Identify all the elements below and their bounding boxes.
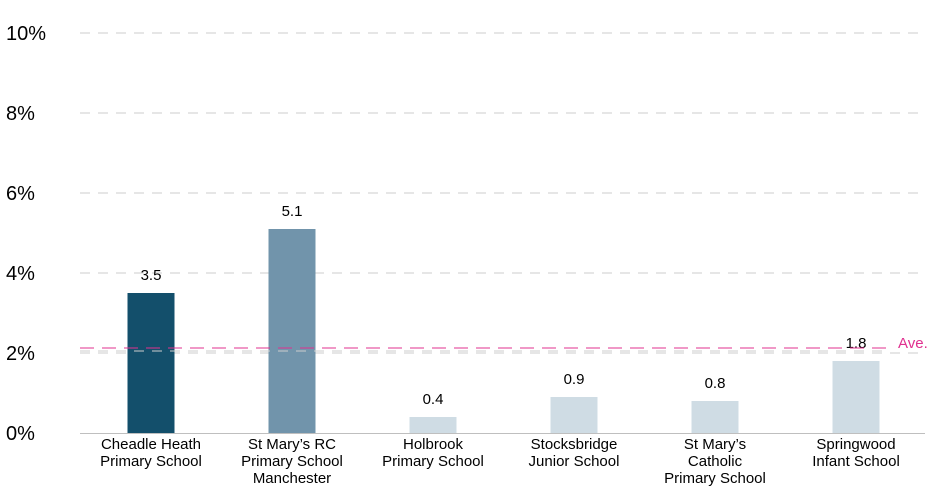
x-tick-label: Stocksbridge Junior School (529, 436, 620, 470)
y-tick-label: 10% (6, 23, 46, 45)
bar (127, 293, 175, 433)
average-label: Ave. (898, 335, 928, 352)
x-tick-label: St Mary’s Catholic Primary School (664, 436, 766, 487)
x-tick-label: Springwood Infant School (812, 436, 900, 470)
bar (691, 401, 739, 433)
bar (550, 397, 598, 433)
data-label: 0.9 (564, 371, 585, 388)
data-label: 1.8 (846, 335, 867, 352)
data-label: 3.5 (141, 267, 162, 284)
data-labels: 3.5 5.1 0.4 0.9 0.8 1.8 (141, 203, 867, 408)
bar (409, 417, 457, 433)
x-axis: Cheadle Heath Primary School St Mary’s RC P… (80, 433, 925, 487)
x-tick-label: Holbrook Primary School (382, 436, 484, 470)
x-tick-label: St Mary’s RC Primary School Manchester (241, 436, 343, 487)
y-axis: 0% 2% 4% 6% 8% 10% (6, 23, 46, 445)
data-label: 0.4 (423, 391, 444, 408)
x-tick-label: Cheadle Heath Primary School (100, 436, 202, 470)
average-reference: Ave. (80, 335, 928, 352)
y-tick-label: 0% (6, 423, 35, 445)
y-tick-label: 4% (6, 263, 35, 285)
data-label: 0.8 (705, 375, 726, 392)
y-tick-label: 6% (6, 183, 35, 205)
grid-lines (80, 32, 925, 354)
bar (268, 229, 316, 433)
y-tick-label: 2% (6, 343, 35, 365)
bars (127, 229, 880, 433)
data-label: 5.1 (282, 203, 303, 220)
bar (832, 361, 880, 433)
y-tick-label: 8% (6, 103, 35, 125)
